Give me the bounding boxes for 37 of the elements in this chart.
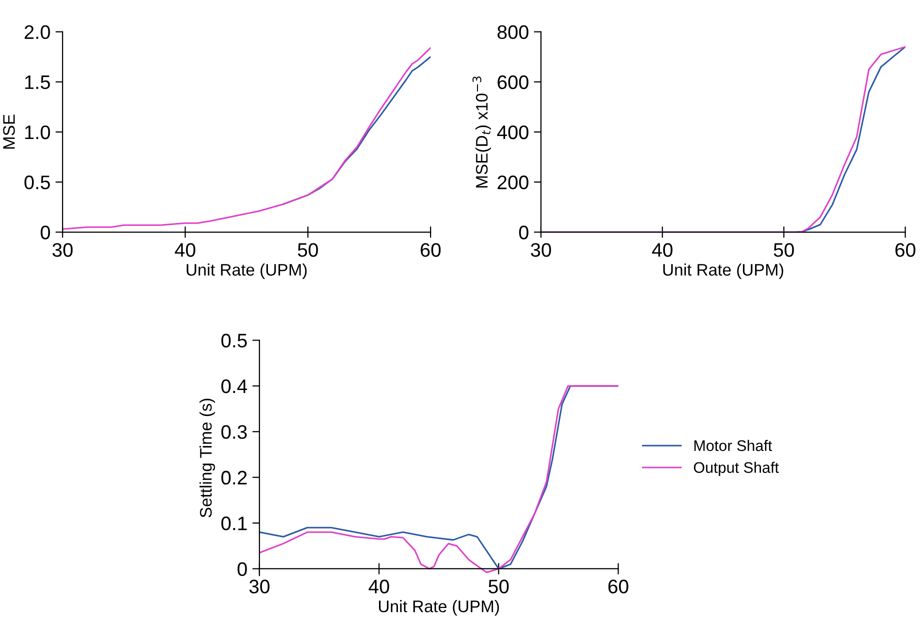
x-tick-label: 60 — [420, 243, 441, 257]
legend-label: Motor Shaft — [694, 440, 772, 452]
y-tick-label: 0 — [238, 562, 247, 576]
x-tick-label: 50 — [298, 243, 318, 257]
x-tick-label: 30 — [530, 243, 552, 257]
y-tick-label: 600 — [498, 75, 528, 90]
x-tick-label: 30 — [52, 243, 73, 257]
y-tick-label: 1.0 — [25, 125, 50, 140]
y-tick-label: 1.5 — [25, 76, 50, 90]
y-tick-label: 800 — [498, 25, 528, 40]
y-axis-title: Settling Time (s) — [200, 398, 216, 518]
x-axis-title: Unit Rate (UPM) — [186, 263, 307, 279]
y-tick-label: 0.3 — [221, 425, 247, 439]
x-tick-label: 60 — [895, 243, 916, 257]
x-tick-label: 50 — [488, 580, 509, 594]
y-tick-label: 400 — [497, 125, 528, 140]
y-tick-label: 0.2 — [221, 470, 247, 485]
y-tick-label: 0.5 — [24, 176, 50, 190]
y-tick-label: 0.5 — [221, 334, 247, 348]
y-axis-title: MSE(D$_{t}$) x10$^{−3}$ — [472, 76, 491, 188]
y-tick-label: 0 — [40, 226, 50, 240]
line-series — [62, 47, 431, 230]
y-tick-label: 200 — [498, 176, 528, 190]
x-tick-label: 50 — [774, 243, 794, 257]
x-tick-label: 60 — [608, 580, 628, 594]
legend-label: Output Shaft — [694, 462, 779, 476]
x-tick-label: 40 — [174, 243, 196, 257]
x-axis-title: Unit Rate (UPM) — [663, 263, 784, 279]
x-axis-title: Unit Rate (UPM) — [379, 600, 499, 616]
x-tick-label: 30 — [249, 580, 270, 594]
x-tick-label: 40 — [368, 580, 390, 594]
y-tick-label: 0 — [519, 226, 528, 240]
x-tick-label: 40 — [652, 243, 672, 257]
y-axis-title: MSE — [3, 114, 15, 149]
y-tick-label: 0.4 — [221, 379, 248, 394]
y-tick-label: 2.0 — [24, 25, 50, 40]
y-tick-label: 0.1 — [221, 516, 247, 530]
